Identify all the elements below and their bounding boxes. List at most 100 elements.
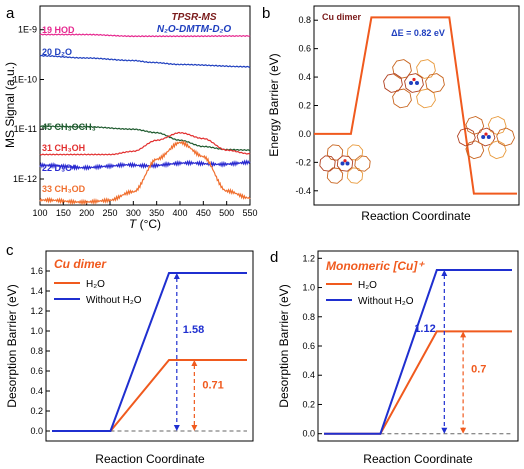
framework-ring	[383, 73, 403, 93]
y-tick-label-c: 0.0	[30, 426, 43, 436]
framework-ring	[496, 127, 515, 147]
panel-letter-b: b	[262, 5, 270, 22]
series-line-a-3	[39, 131, 251, 156]
y-tick-label-c: 0.6	[30, 366, 43, 376]
annotation-h2o-c: 0.71	[202, 379, 223, 391]
x-tick-label-a: 450	[196, 208, 211, 218]
plot-frame-d	[317, 250, 519, 442]
x-tick-label-a: 200	[79, 208, 94, 218]
framework-ring	[326, 167, 344, 184]
cu-atom	[340, 161, 345, 166]
barrier-arrow-h2o-d-head-bottom	[460, 427, 467, 434]
x-axis-title-a-var: T	[129, 217, 138, 231]
series-line-a-5	[39, 140, 251, 206]
y-tick-label-c: 1.6	[30, 266, 43, 276]
y-axis-title-a: MS Signal (a.u.)	[3, 62, 17, 148]
framework-ring	[354, 155, 371, 172]
y-tick-label-b: 0.2	[298, 101, 311, 111]
x-tick-label-a: 400	[172, 208, 187, 218]
chart-subtitle-a: N₂O-DMTM-D₂O	[157, 24, 231, 35]
y-tick-label-d: 0.2	[302, 399, 315, 409]
series-label-a-0: 19 HOD	[42, 25, 75, 35]
framework-ring	[487, 116, 507, 135]
series-line-d-0	[324, 330, 512, 435]
y-axis-title-b: Energy Barrier (eV)	[267, 53, 281, 156]
x-tick-label-a: 350	[149, 208, 164, 218]
y-tick-label-a: 1E-9	[18, 25, 37, 35]
panel-letter-c: c	[6, 242, 14, 259]
structure-inset-transition	[383, 59, 445, 109]
series-label-a-2: 45 CH₃OCH₃	[42, 122, 96, 132]
structure-inset-initial	[319, 144, 371, 184]
x-axis-title-c: Reaction Coordinate	[95, 452, 205, 466]
framework-ring	[425, 73, 445, 93]
o-atom	[412, 77, 416, 82]
series-label-a-1: 20 D₂O	[42, 47, 72, 57]
x-tick-label-a: 250	[102, 208, 117, 218]
y-tick-label-c: 0.4	[30, 386, 43, 396]
plot-frame-c	[45, 250, 254, 442]
y-tick-label-d: 0.4	[302, 370, 315, 380]
series-line-d-1	[324, 269, 512, 435]
y-tick-label-c: 0.8	[30, 346, 43, 356]
series-label-a-3: 31 CH₃OH	[42, 143, 85, 153]
framework-ring	[457, 127, 476, 147]
x-tick-label-a: 550	[242, 208, 257, 218]
y-tick-label-a: 1E-11	[14, 124, 37, 134]
framework-ring	[416, 59, 436, 79]
annotation-h2o-d: 0.7	[471, 363, 486, 375]
chart-title-d: Monomeric [Cu]⁺	[326, 259, 425, 273]
structure-inset-final	[457, 116, 515, 160]
x-axis-title-b: Reaction Coordinate	[361, 209, 471, 223]
annotation-without-h2o-d: 1.12	[414, 323, 435, 335]
y-tick-label-a: 1E-12	[13, 174, 37, 184]
chart-title-c: Cu dimer	[54, 257, 107, 271]
cu-atom	[415, 81, 419, 85]
y-tick-label-d: 0.0	[302, 429, 315, 439]
delta-e-label: ΔE = 0.82 eV	[391, 28, 445, 38]
x-tick-label-a: 150	[56, 208, 71, 218]
cu-atom	[481, 135, 486, 139]
series-line-a-1	[39, 54, 251, 68]
y-axis-title-c: Desorption Barrier (eV)	[5, 284, 19, 407]
chart-title-a: TPSR-MS	[172, 12, 217, 23]
y-tick-label-b: -0.4	[295, 186, 311, 196]
y-tick-label-b: 0.0	[298, 129, 311, 139]
barrier-arrow-without-h2o-d-head-bottom	[441, 427, 448, 434]
cu-atom	[409, 81, 413, 85]
cu-atom	[345, 161, 350, 166]
framework-ring	[392, 88, 412, 109]
y-tick-label-b: -0.2	[295, 157, 311, 167]
legend-label-c-without: Without H₂O	[86, 295, 142, 306]
series-line-c-1	[52, 272, 247, 432]
panel-letter-a: a	[6, 5, 15, 22]
o-atom	[343, 159, 347, 163]
legend-d: H₂O Without H₂O	[326, 280, 414, 307]
panel-letter-d: d	[270, 249, 278, 266]
panel-d: d 0.0 0.2 0.4 0.6 0.8 1.0 1.2 1.12 0.7 Monomeri…	[270, 249, 519, 466]
framework-ring	[392, 59, 412, 79]
barrier-arrow-h2o-c-head-bottom	[191, 425, 198, 431]
panel-c: c 0.0 0.2 0.4 0.6 0.8 1.0 1.2 1.4 1.6 1.58 0.71 C…	[5, 242, 254, 466]
framework-ring	[404, 73, 424, 93]
panel-a: a 1E-9 1E-10 1E-11 1E-12 100 150 200 250 300 350…	[3, 5, 258, 231]
x-tick-label-a: 500	[219, 208, 234, 218]
o-atom	[484, 132, 488, 136]
y-tick-label-d: 1.0	[302, 283, 315, 293]
y-axis-title-d: Desorption Barrier (eV)	[277, 284, 291, 407]
y-tick-label-b: 0.8	[298, 15, 311, 25]
series-label-a-5: 33 CH₃OD	[42, 184, 86, 194]
framework-ring	[465, 140, 485, 160]
series-line-a-4	[39, 159, 251, 172]
barrier-arrow-h2o-c-head-top	[191, 360, 198, 366]
framework-ring	[476, 127, 496, 147]
series-label-a-4: 22 D₃O⁺	[42, 163, 77, 173]
series-line-a-0	[39, 33, 251, 38]
x-tick-label-a: 300	[126, 208, 141, 218]
x-tick-label-a: 100	[32, 208, 47, 218]
y-tick-label-c: 1.2	[30, 306, 43, 316]
framework-ring	[346, 167, 364, 184]
framework-ring	[465, 116, 485, 135]
series-line-c-0	[52, 359, 247, 432]
